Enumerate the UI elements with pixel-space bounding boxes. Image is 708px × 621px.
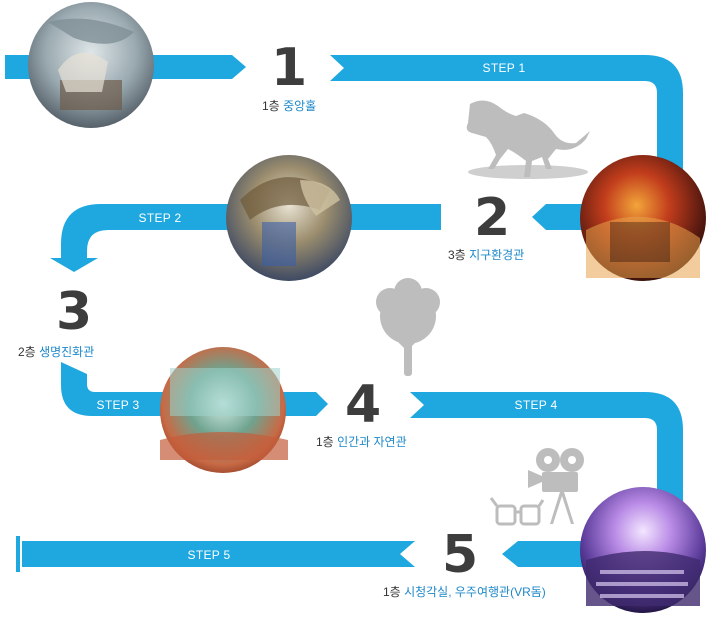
route-arrow-2 (532, 204, 583, 230)
photo-central-hall (28, 2, 154, 128)
hall-name: 인간과 자연관 (337, 435, 407, 449)
step-label-1: STEP 1 (483, 61, 526, 75)
floor-label: 2층 (18, 345, 36, 359)
hall-name: 생명진화관 (39, 345, 95, 359)
step-number-5: 5 (442, 525, 479, 585)
floor-label: 1층 (262, 99, 280, 113)
step-label-2: STEP 2 (139, 211, 182, 225)
floor-label: 3층 (448, 248, 466, 262)
step-label-3: STEP 3 (97, 398, 140, 412)
step-caption-5: 1층 시청각실, 우주여행관(VR돔) (383, 583, 546, 600)
step-caption-4: 1층 인간과 자연관 (316, 433, 407, 450)
step-label-5: STEP 5 (188, 548, 231, 562)
route-arrow-5 (502, 541, 583, 567)
photo-human-nature-hall (160, 347, 288, 473)
step-caption-1: 1층 중앙홀 (262, 97, 316, 114)
route-step1-band (330, 55, 683, 190)
floor-label: 1층 (383, 585, 401, 599)
hall-name: 시청각실, 우주여행관(VR돔) (404, 585, 546, 599)
route-step5-band (22, 541, 415, 567)
step-number-4: 4 (345, 375, 382, 435)
tree-icon (376, 278, 440, 376)
step-number-3: 3 (56, 282, 93, 342)
photo-space-travel-vr-dome (580, 487, 706, 613)
step-caption-2: 3층 지구환경관 (448, 246, 524, 263)
photo-life-evolution-hall (226, 155, 352, 281)
route-path (5, 55, 683, 572)
photo-earth-environment-hall (580, 155, 706, 281)
floor-label: 1층 (316, 435, 334, 449)
3d-glasses-icon (489, 497, 545, 526)
step-caption-3: 2층 생명진화관 (18, 343, 94, 360)
film-camera-icon (528, 448, 584, 524)
dinosaur-skeleton-icon (466, 100, 590, 179)
step-label-4: STEP 4 (515, 398, 558, 412)
hall-name: 지구환경관 (469, 248, 525, 262)
route-step4-band (410, 392, 683, 520)
step-number-2: 2 (474, 188, 511, 248)
step-number-1: 1 (271, 38, 308, 98)
hall-name: 중앙홀 (283, 99, 317, 113)
